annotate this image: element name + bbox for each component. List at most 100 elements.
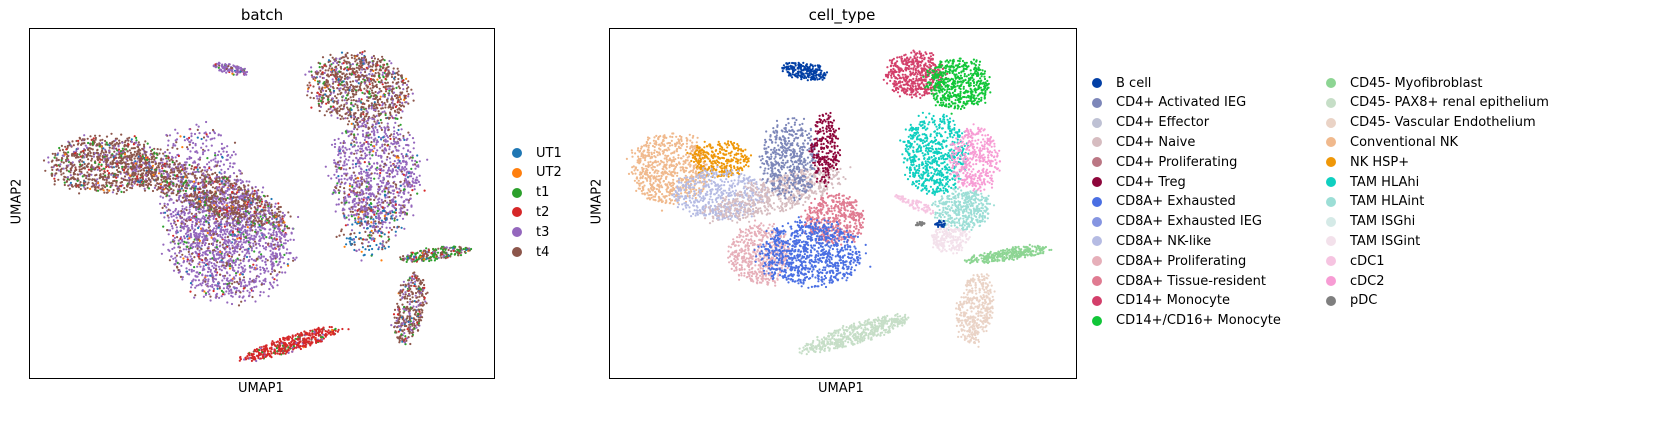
scatter-point [94, 134, 97, 137]
scatter-point [72, 176, 75, 179]
scatter-point [338, 87, 341, 90]
scatter-point [175, 159, 178, 163]
scatter-point [78, 183, 81, 186]
scatter-point [235, 188, 238, 191]
scatter-point [371, 82, 374, 85]
scatter-point [86, 186, 89, 190]
scatter-point [333, 108, 336, 111]
scatter-point [365, 109, 368, 112]
scatter-point [241, 180, 244, 183]
scatter-point [248, 194, 251, 197]
scatter-point [86, 183, 89, 186]
scatter-point [197, 182, 200, 185]
scatter-point [93, 161, 96, 164]
scatter-point [270, 197, 273, 201]
scatter-point [289, 238, 292, 241]
scatter-point [211, 172, 214, 175]
scatter-point [376, 60, 379, 63]
scatter-point [78, 153, 81, 156]
scatter-point [185, 179, 188, 182]
scatter-point [205, 170, 208, 173]
scatter-point [148, 183, 151, 186]
scatter-point [201, 273, 204, 276]
scatter-point [188, 155, 191, 159]
scatter-point [238, 295, 241, 298]
scatter-point [178, 184, 181, 187]
scatter-point [248, 237, 251, 240]
scatter-point [215, 173, 219, 177]
scatter-point [355, 99, 358, 102]
scatter-point [360, 112, 363, 115]
scatter-point [392, 91, 396, 94]
scatter-point [264, 278, 267, 281]
scatter-point [134, 166, 137, 169]
scatter-point [226, 285, 229, 288]
scatter-point [173, 174, 176, 177]
scatter-point [254, 259, 257, 262]
scatter-point [230, 242, 233, 245]
scatter-point [359, 51, 362, 54]
scatter-point [217, 160, 220, 163]
scatter-point [336, 116, 339, 120]
scatter-point [201, 178, 204, 181]
scatter-point [340, 51, 344, 54]
scatter-point [273, 227, 276, 230]
scatter-point [197, 217, 200, 221]
scatter-point [120, 157, 123, 160]
scatter-point [96, 152, 99, 155]
scatter-point [173, 222, 176, 225]
scatter-point [263, 282, 266, 286]
scatter-point [245, 239, 248, 243]
scatter-point [379, 81, 383, 84]
scatter-point [169, 241, 172, 244]
scatter-point [210, 144, 213, 147]
scatter-point [218, 164, 221, 168]
scatter-point [229, 262, 232, 266]
scatter-point [226, 277, 229, 280]
scatter-point [259, 290, 262, 294]
scatter-point [405, 77, 408, 80]
scatter-point [213, 132, 216, 135]
scatter-point [149, 164, 152, 168]
scatter-point [239, 240, 242, 243]
scatter-point [189, 205, 192, 208]
scatter-point [349, 80, 352, 83]
scatter-point [348, 120, 351, 123]
scatter-point [115, 147, 118, 150]
scatter-point [237, 189, 240, 192]
scatter-point [176, 147, 179, 150]
scatter-point [262, 291, 265, 294]
scatter-point [73, 173, 76, 176]
scatter-point [133, 150, 136, 153]
scatter-point [324, 93, 327, 96]
scatter-point [183, 235, 186, 238]
scatter-point [213, 196, 216, 199]
scatter-point [277, 245, 280, 248]
scatter-point [199, 202, 202, 206]
scatter-point [205, 214, 208, 217]
scatter-point [63, 183, 66, 187]
scatter-point [228, 284, 231, 287]
scatter-point [344, 91, 347, 94]
scatter-point [207, 245, 210, 248]
scatter-point [98, 161, 101, 164]
scatter-point [256, 232, 259, 235]
scatter-point [387, 116, 390, 119]
scatter-point [280, 233, 284, 236]
scatter-point [263, 271, 266, 274]
scatter-point [201, 142, 205, 145]
scatter-point [144, 174, 148, 177]
scatter-point [64, 153, 67, 156]
scatter-point [226, 253, 229, 256]
scatter-point [208, 289, 211, 292]
scatter-point [350, 101, 353, 105]
scatter-point [262, 209, 265, 212]
scatter-point [272, 243, 276, 246]
scatter-point [161, 165, 164, 168]
scatter-point [367, 105, 370, 108]
scatter-point [322, 82, 325, 85]
scatter-point [341, 99, 344, 102]
scatter-point [273, 246, 277, 249]
scatter-point [141, 178, 145, 181]
scatter-point [174, 144, 177, 147]
